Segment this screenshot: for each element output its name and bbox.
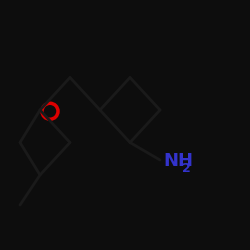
Text: NH: NH [164,152,194,170]
Text: 2: 2 [182,162,190,175]
